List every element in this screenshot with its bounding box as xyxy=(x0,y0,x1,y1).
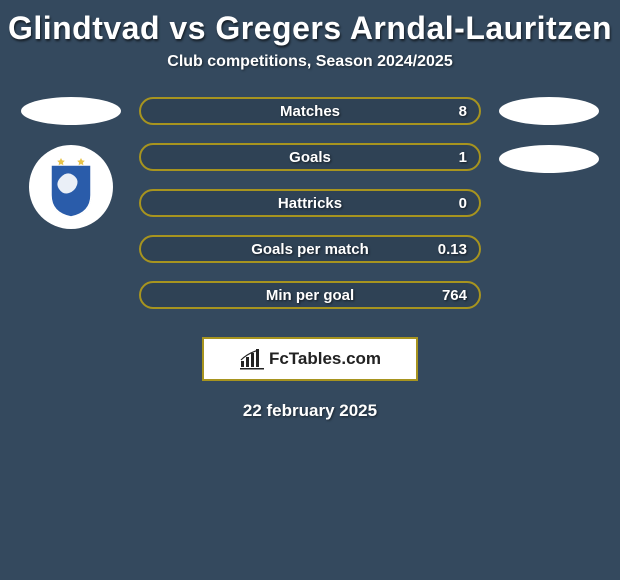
stat-value: 0.13 xyxy=(438,241,467,258)
brand-box[interactable]: FcTables.com xyxy=(202,337,418,381)
fc-copenhagen-logo-icon xyxy=(39,155,103,219)
stat-value: 1 xyxy=(459,149,467,166)
bar-chart-icon xyxy=(239,348,265,370)
stat-bar-goals-per-match: Goals per match 0.13 xyxy=(139,235,481,263)
footer-date: 22 february 2025 xyxy=(0,381,620,421)
stats-list: Matches 8 Goals 1 Hattricks 0 Goals per … xyxy=(139,97,481,309)
brand-text: FcTables.com xyxy=(269,349,381,369)
right-oval-1 xyxy=(499,97,599,125)
stat-label: Goals per match xyxy=(251,241,369,258)
left-oval-1 xyxy=(21,97,121,125)
stat-label: Matches xyxy=(280,103,340,120)
stat-label: Min per goal xyxy=(266,287,354,304)
stat-label: Hattricks xyxy=(278,195,342,212)
stat-value: 0 xyxy=(459,195,467,212)
club-badge-icon xyxy=(29,145,113,229)
stat-value: 8 xyxy=(459,103,467,120)
page-subtitle: Club competitions, Season 2024/2025 xyxy=(0,53,620,97)
right-column xyxy=(499,97,599,173)
stat-bar-min-per-goal: Min per goal 764 xyxy=(139,281,481,309)
comparison-card: Glindtvad vs Gregers Arndal-Lauritzen Cl… xyxy=(0,0,620,421)
stat-bar-goals: Goals 1 xyxy=(139,143,481,171)
left-column xyxy=(21,97,121,229)
stat-bar-matches: Matches 8 xyxy=(139,97,481,125)
stat-label: Goals xyxy=(289,149,331,166)
page-title: Glindtvad vs Gregers Arndal-Lauritzen xyxy=(0,0,620,53)
stat-bar-hattricks: Hattricks 0 xyxy=(139,189,481,217)
right-oval-2 xyxy=(499,145,599,173)
stat-value: 764 xyxy=(442,287,467,304)
content-row: Matches 8 Goals 1 Hattricks 0 Goals per … xyxy=(0,97,620,309)
